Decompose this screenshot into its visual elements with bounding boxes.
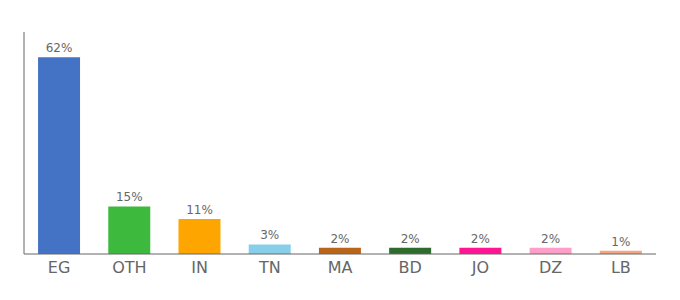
svg-text:MA: MA <box>328 258 353 277</box>
svg-text:EG: EG <box>48 258 71 277</box>
svg-text:15%: 15% <box>116 190 143 204</box>
svg-text:2%: 2% <box>541 232 560 246</box>
svg-text:LB: LB <box>611 258 631 277</box>
svg-text:JO: JO <box>471 258 489 277</box>
svg-text:11%: 11% <box>186 203 213 217</box>
svg-text:OTH: OTH <box>112 258 146 277</box>
svg-text:TN: TN <box>258 258 281 277</box>
svg-text:2%: 2% <box>401 232 420 246</box>
svg-text:IN: IN <box>191 258 208 277</box>
svg-text:BD: BD <box>399 258 422 277</box>
svg-text:2%: 2% <box>330 232 349 246</box>
svg-text:2%: 2% <box>471 232 490 246</box>
svg-text:3%: 3% <box>260 228 279 242</box>
svg-text:DZ: DZ <box>539 258 562 277</box>
svg-text:1%: 1% <box>611 235 630 249</box>
svg-text:62%: 62% <box>46 41 73 55</box>
